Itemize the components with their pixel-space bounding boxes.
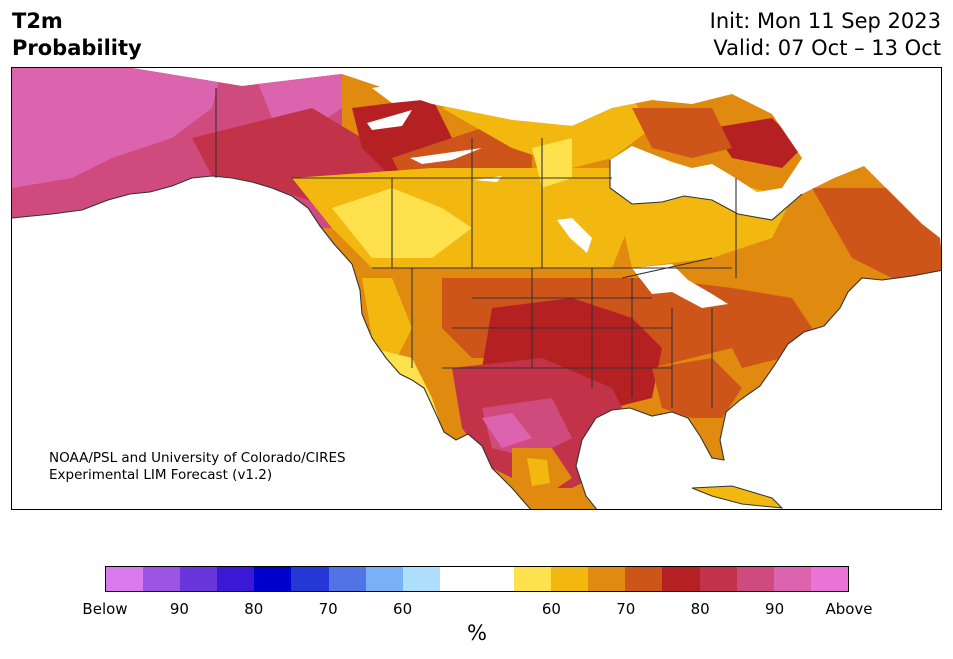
colorbar-above-swatch-5 [699, 567, 737, 591]
colorbar-tick-label: 80 [690, 600, 710, 618]
forecast-map: NOAA/PSL and University of Colorado/CIRE… [11, 67, 942, 510]
colorbar-above-swatch-8 [810, 567, 848, 591]
colorbar-tick-label: 60 [541, 600, 561, 618]
colorbar-tick-label: 80 [244, 600, 264, 618]
init-date: Init: Mon 11 Sep 2023 [709, 9, 941, 33]
colorbar-above-swatch-7 [773, 567, 811, 591]
title-left: T2m Probability [12, 8, 142, 62]
colorbar-below-swatch-2 [180, 567, 218, 591]
colorbar-above-swatch-4 [662, 567, 700, 591]
colorbar-tick-label: 60 [393, 600, 413, 618]
variable-title: T2m [12, 9, 63, 33]
colorbar-below-swatch-6 [328, 567, 366, 591]
product-title: Probability [12, 36, 142, 60]
colorbar-neutral-swatch [439, 567, 515, 591]
colorbar-below-swatch-5 [291, 567, 329, 591]
colorbar-above-swatch-0 [514, 567, 552, 591]
water-bodies [367, 78, 728, 308]
data-credit: NOAA/PSL and University of Colorado/CIRE… [49, 450, 346, 484]
colorbar-below-swatch-8 [402, 567, 440, 591]
colorbar-above-swatch-1 [551, 567, 589, 591]
title-right: Init: Mon 11 Sep 2023 Valid: 07 Oct – 13… [710, 8, 941, 62]
colorbar-tick-label: 90 [169, 600, 189, 618]
colorbar-above-swatch-6 [736, 567, 774, 591]
map-svg [12, 68, 941, 509]
colorbar-tick-label: Below [82, 600, 128, 618]
colorbar-above-swatch-3 [625, 567, 663, 591]
colorbar-tick-label: 70 [616, 600, 636, 618]
colorbar-tick-label: Above [825, 600, 873, 618]
cuba-island [691, 485, 784, 509]
colorbar-tick-label: 90 [765, 600, 785, 618]
colorbar-below-swatch-7 [365, 567, 403, 591]
colorbar-below-swatch-4 [254, 567, 292, 591]
credit-line-1: NOAA/PSL and University of Colorado/CIRE… [49, 450, 346, 466]
colorbar-below-swatch-0 [106, 567, 144, 591]
credit-line-2: Experimental LIM Forecast (v1.2) [49, 467, 273, 483]
probability-field [12, 68, 941, 509]
valid-range: Valid: 07 Oct – 13 Oct [713, 36, 941, 60]
colorbar-tick-label: 70 [318, 600, 338, 618]
probability-colorbar [105, 566, 849, 592]
coastlines-and-borders [12, 88, 941, 509]
colorbar-unit-label: % [467, 621, 487, 645]
colorbar-above-swatch-2 [588, 567, 626, 591]
colorbar-below-swatch-3 [217, 567, 255, 591]
colorbar-below-swatch-1 [143, 567, 181, 591]
